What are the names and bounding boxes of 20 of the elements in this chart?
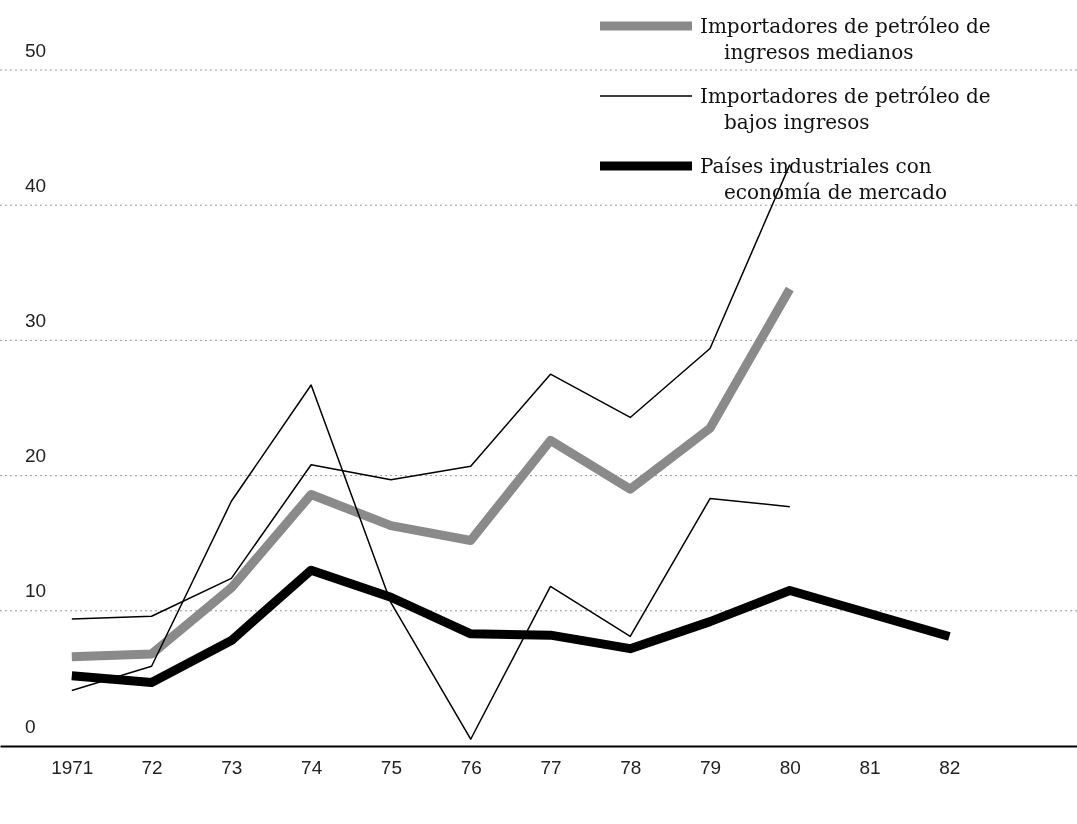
x-tick-label: 79 [699, 756, 722, 778]
legend-label: Importadores de petróleo de bajos ingresos [700, 84, 991, 134]
y-tick-label: 40 [25, 174, 47, 196]
y-tick-label: 20 [25, 445, 47, 467]
x-tick-label: 81 [859, 756, 881, 778]
x-tick-label: 1971 [51, 756, 94, 778]
y-tick-label: 0 [25, 715, 36, 737]
x-tick-label: 80 [779, 756, 801, 778]
x-tick-label: 72 [141, 756, 163, 778]
x-tick-label: 76 [460, 756, 482, 778]
y-tick-label: 30 [25, 309, 47, 331]
x-tick-label: 78 [620, 756, 642, 778]
x-tick-label: 77 [540, 756, 562, 778]
x-tick-label: 74 [301, 756, 323, 778]
y-tick-label: 50 [25, 39, 47, 61]
x-tick-label: 82 [939, 756, 961, 778]
x-tick-label: 73 [221, 756, 243, 778]
y-tick-label: 10 [25, 580, 47, 602]
x-tick-label: 75 [380, 756, 402, 778]
legend-label: Importadores de petróleo de ingresos medianos [700, 14, 991, 64]
